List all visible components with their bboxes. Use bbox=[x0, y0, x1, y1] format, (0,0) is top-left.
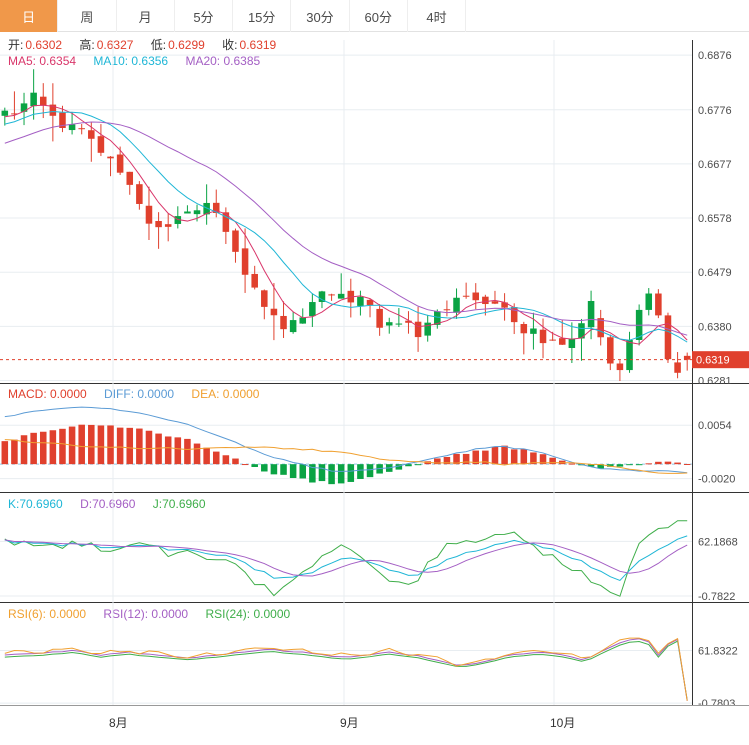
svg-text:-0.7822: -0.7822 bbox=[698, 591, 735, 603]
svg-text:61.8322: 61.8322 bbox=[698, 646, 738, 658]
svg-text:-0.0020: -0.0020 bbox=[698, 474, 735, 486]
svg-text:0.6319: 0.6319 bbox=[696, 355, 730, 367]
svg-text:62.1868: 62.1868 bbox=[698, 536, 738, 548]
svg-text:0.6677: 0.6677 bbox=[698, 159, 732, 171]
svg-text:0.6479: 0.6479 bbox=[698, 267, 732, 279]
svg-text:0.6281: 0.6281 bbox=[698, 375, 732, 384]
svg-text:0.6776: 0.6776 bbox=[698, 105, 732, 117]
svg-text:0.0054: 0.0054 bbox=[698, 420, 732, 432]
svg-text:0.6380: 0.6380 bbox=[698, 321, 732, 333]
svg-text:0.6578: 0.6578 bbox=[698, 213, 732, 225]
svg-text:-0.7803: -0.7803 bbox=[698, 698, 735, 705]
svg-text:0.6876: 0.6876 bbox=[698, 50, 732, 62]
